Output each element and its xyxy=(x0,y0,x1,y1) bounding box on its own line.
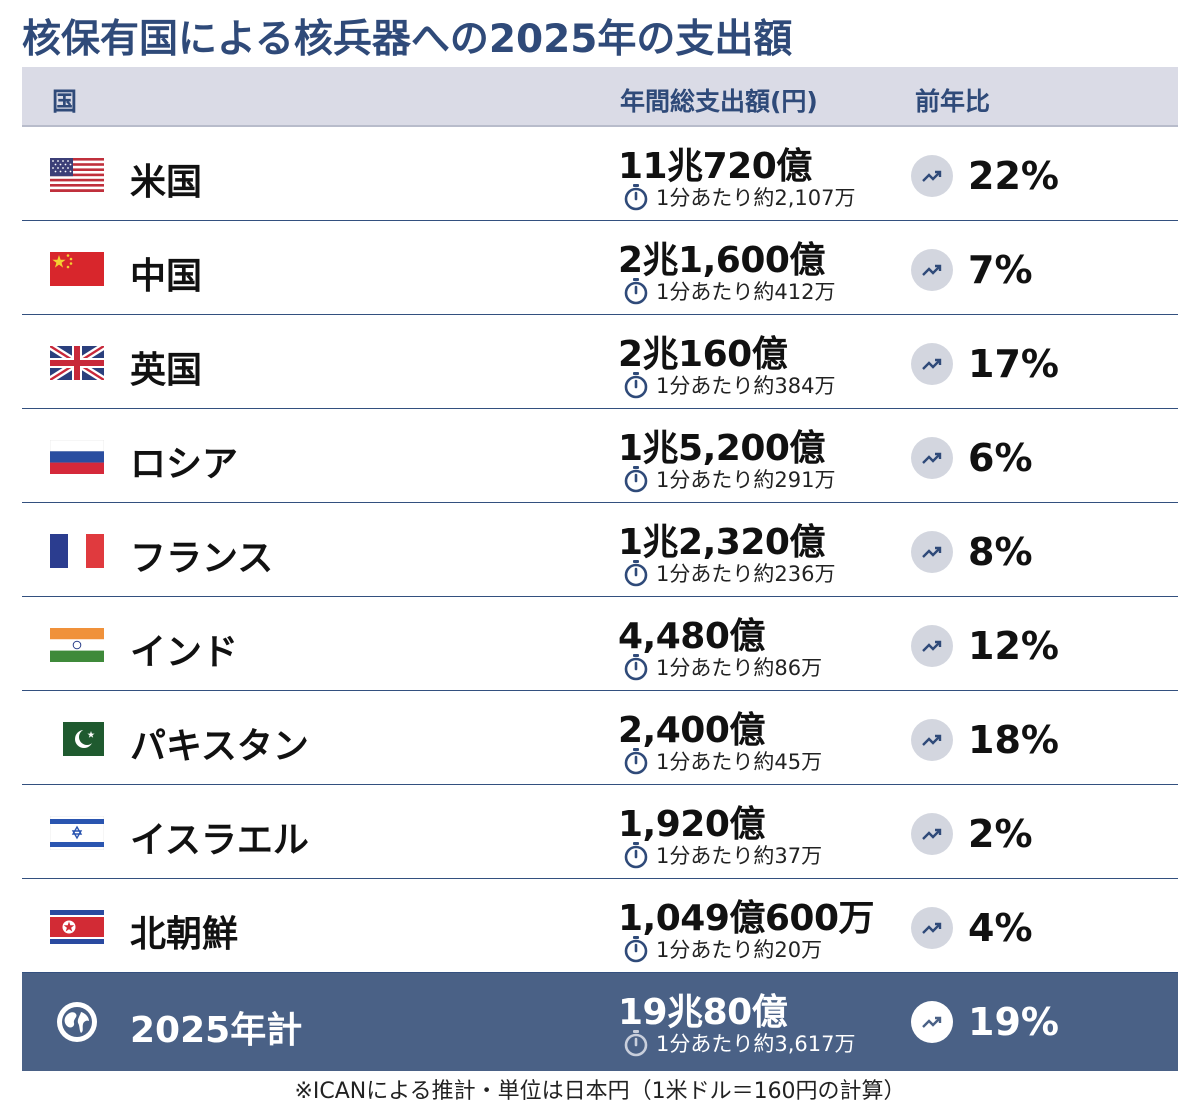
trend-up-icon xyxy=(911,343,953,385)
annual-amount: 2兆1,600億 xyxy=(618,240,825,281)
per-minute-text: 1分あたり約236万 xyxy=(656,562,836,586)
annual-amount: 1,049億600万 xyxy=(618,898,875,939)
yoy-change: 6% xyxy=(968,436,1033,480)
trend-up-icon xyxy=(911,437,953,479)
annual-amount: 1兆5,200億 xyxy=(618,428,825,469)
country-name: インド xyxy=(130,632,239,673)
per-minute-amount: 1分あたり約86万 xyxy=(622,653,822,681)
per-minute-amount: 1分あたり約236万 xyxy=(622,559,835,587)
per-minute-amount: 1分あたり約45万 xyxy=(622,747,822,775)
yoy-change: 12% xyxy=(968,624,1059,668)
stopwatch-icon xyxy=(624,1030,648,1057)
annual-amount: 4,480億 xyxy=(618,616,765,657)
annual-amount: 11兆720億 xyxy=(618,146,812,187)
per-minute-text: 1分あたり約37万 xyxy=(656,844,823,868)
per-minute-amount: 1分あたり約384万 xyxy=(622,371,835,399)
trend-up-icon xyxy=(911,907,953,949)
total-row: 2025年計 19兆80億 1分あたり約3,617万 19% xyxy=(22,973,1178,1071)
per-minute-text: 1分あたり約45万 xyxy=(656,750,823,774)
per-minute-text: 1分あたり約20万 xyxy=(656,938,823,962)
stopwatch-icon xyxy=(624,936,648,963)
header-amount: 年間総支出額(円) xyxy=(620,87,818,116)
table-row: パキスタン 2,400億 1分あたり約45万 18% xyxy=(22,691,1178,785)
per-minute-amount: 1分あたり約20万 xyxy=(622,935,822,963)
table-row: インド 4,480億 1分あたり約86万 12% xyxy=(22,597,1178,691)
table-row: 北朝鮮 1,049億600万 1分あたり約20万 4% xyxy=(22,879,1178,973)
per-minute-text: 1分あたり約3,617万 xyxy=(656,1032,856,1056)
yoy-change: 22% xyxy=(968,154,1059,198)
table-row: フランス 1兆2,320億 1分あたり約236万 8% xyxy=(22,503,1178,597)
annual-amount: 2兆160億 xyxy=(618,334,788,375)
annual-amount: 1,920億 xyxy=(618,804,765,845)
table-row: 英国 2兆160億 1分あたり約384万 17% xyxy=(22,315,1178,409)
page-title: 核保有国による核兵器への2025年の支出額 xyxy=(22,17,793,62)
table-row: 米国 11兆720億 1分あたり約2,107万 22% xyxy=(22,127,1178,221)
country-name: 英国 xyxy=(130,350,203,391)
trend-up-icon xyxy=(911,531,953,573)
annual-amount: 1兆2,320億 xyxy=(618,522,825,563)
trend-up-icon xyxy=(911,625,953,667)
globe-icon xyxy=(57,1002,97,1042)
north-korea-flag xyxy=(50,910,104,944)
uk-flag xyxy=(50,346,104,380)
trend-up-icon xyxy=(911,155,953,197)
per-minute-amount: 1分あたり約37万 xyxy=(622,841,822,869)
per-minute-text: 1分あたり約384万 xyxy=(656,374,836,398)
annual-amount: 2,400億 xyxy=(618,710,765,751)
trend-up-icon xyxy=(911,249,953,291)
total-yoy-change: 19% xyxy=(968,1000,1059,1044)
country-name: 北朝鮮 xyxy=(130,914,239,955)
total-label: 2025年計 xyxy=(130,1010,303,1051)
trend-up-icon xyxy=(911,813,953,855)
table-header: 国 年間総支出額(円) 前年比 xyxy=(22,67,1178,127)
per-minute-text: 1分あたり約291万 xyxy=(656,468,836,492)
footnote: ※ICANによる推計・単位は日本円（1米ドル＝160円の計算） xyxy=(294,1079,906,1104)
table-row: 中国 2兆1,600億 1分あたり約412万 7% xyxy=(22,221,1178,315)
table-row: ロシア 1兆5,200億 1分あたり約291万 6% xyxy=(22,409,1178,503)
per-minute-text: 1分あたり約2,107万 xyxy=(656,186,856,210)
country-name: 米国 xyxy=(130,162,203,203)
per-minute-text: 1分あたり約412万 xyxy=(656,280,836,304)
yoy-change: 2% xyxy=(968,812,1033,856)
per-minute-amount: 1分あたり約291万 xyxy=(622,465,835,493)
india-flag xyxy=(50,628,104,662)
per-minute-amount: 1分あたり約3,617万 xyxy=(622,1029,855,1057)
total-amount: 19兆80億 xyxy=(618,992,788,1033)
country-name: ロシア xyxy=(130,444,239,485)
us-flag xyxy=(50,158,104,192)
trend-up-icon xyxy=(911,1001,953,1043)
per-minute-amount: 1分あたり約2,107万 xyxy=(622,183,855,211)
yoy-change: 17% xyxy=(968,342,1059,386)
header-change: 前年比 xyxy=(915,87,991,116)
yoy-change: 18% xyxy=(968,718,1059,762)
china-flag xyxy=(50,252,104,286)
stopwatch-icon xyxy=(624,466,648,493)
per-minute-amount: 1分あたり約412万 xyxy=(622,277,835,305)
country-name: パキスタン xyxy=(130,726,309,767)
yoy-change: 4% xyxy=(968,906,1033,950)
country-name: フランス xyxy=(130,538,274,579)
stopwatch-icon xyxy=(624,372,648,399)
trend-up-icon xyxy=(911,719,953,761)
stopwatch-icon xyxy=(624,278,648,305)
israel-flag xyxy=(50,816,104,850)
stopwatch-icon xyxy=(624,560,648,587)
yoy-change: 7% xyxy=(968,248,1033,292)
france-flag xyxy=(50,534,104,568)
stopwatch-icon xyxy=(624,842,648,869)
russia-flag xyxy=(50,440,104,474)
header-country: 国 xyxy=(52,87,78,116)
country-name: イスラエル xyxy=(130,820,309,861)
stopwatch-icon xyxy=(624,748,648,775)
per-minute-text: 1分あたり約86万 xyxy=(656,656,823,680)
stopwatch-icon xyxy=(624,654,648,681)
pakistan-flag xyxy=(50,722,104,756)
yoy-change: 8% xyxy=(968,530,1033,574)
spending-table: 米国 11兆720億 1分あたり約2,107万 22% xyxy=(22,127,1178,1071)
stopwatch-icon xyxy=(624,184,648,211)
table-row: イスラエル 1,920億 1分あたり約37万 2% xyxy=(22,785,1178,879)
country-name: 中国 xyxy=(130,256,203,297)
